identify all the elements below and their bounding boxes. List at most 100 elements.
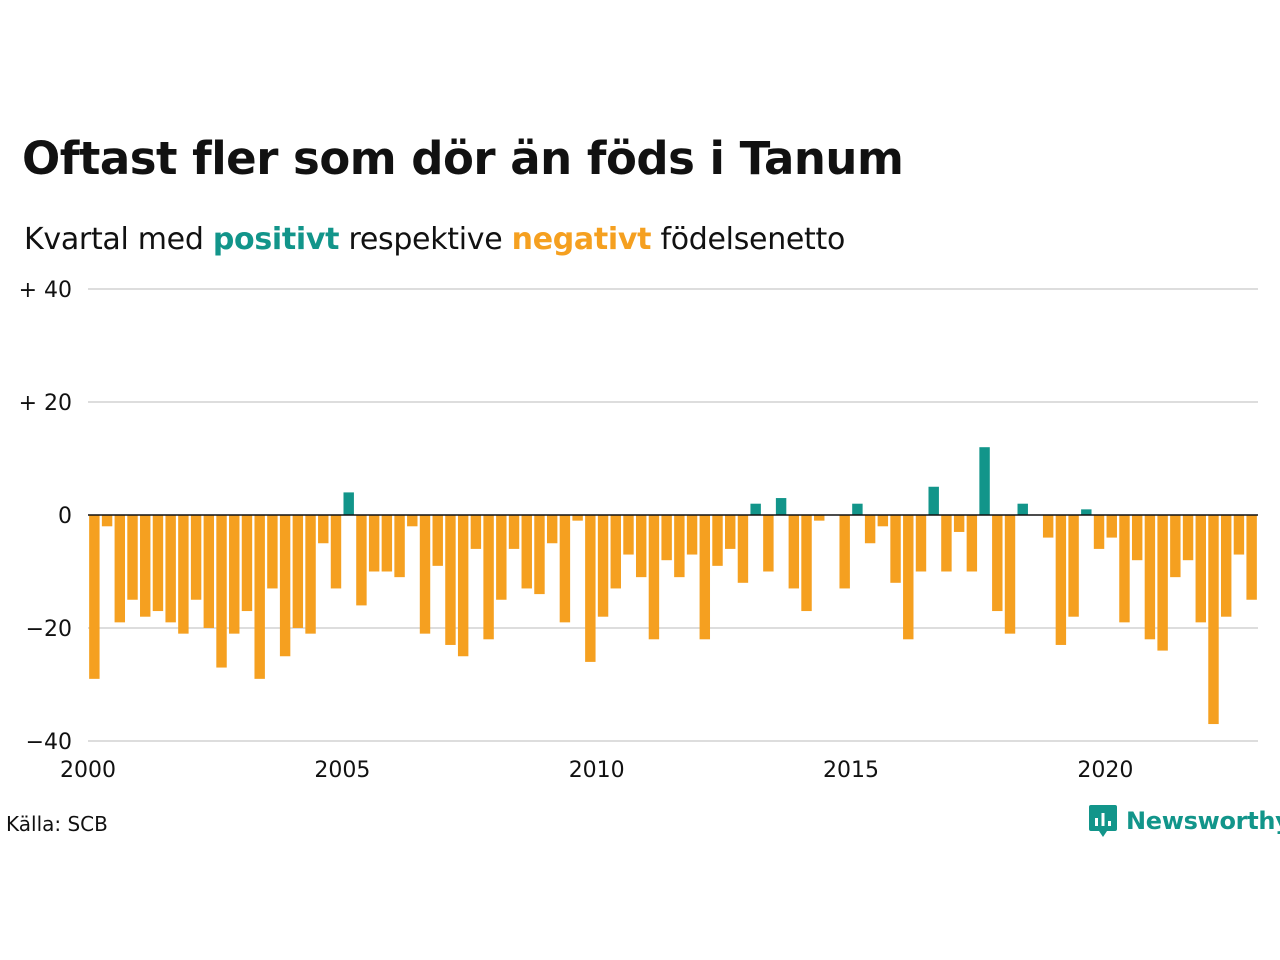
bar	[483, 515, 494, 640]
bar	[864, 515, 876, 544]
bar	[1246, 515, 1257, 600]
x-tick-label: 2020	[1077, 758, 1133, 783]
bar	[979, 447, 990, 515]
bar	[381, 515, 393, 572]
bar	[305, 515, 316, 634]
subtitle-suffix: födelsenetto	[660, 222, 846, 257]
bar	[725, 515, 736, 549]
bar	[419, 515, 431, 634]
bar	[101, 515, 113, 527]
x-tick-label: 2005	[314, 758, 370, 783]
bar	[775, 498, 787, 515]
bar	[699, 515, 711, 640]
bar	[279, 515, 291, 657]
bar	[457, 515, 469, 657]
bar	[1042, 515, 1054, 538]
bar	[318, 515, 329, 544]
bar	[1068, 515, 1079, 617]
bar	[674, 515, 685, 578]
y-tick-label: + 40	[19, 278, 72, 303]
x-tick-label: 2010	[569, 758, 625, 783]
bar	[1004, 515, 1016, 634]
subtitle-negative: negativt	[511, 222, 652, 257]
chart-title: Oftast fler som dör än föds i Tanum	[22, 132, 904, 185]
bar	[89, 515, 100, 679]
bar	[585, 515, 596, 662]
bar	[1093, 515, 1105, 549]
y-tick-label: −20	[26, 617, 72, 642]
bar	[394, 515, 405, 578]
bar	[928, 486, 939, 515]
bar	[903, 515, 914, 640]
bar	[254, 515, 265, 679]
bar	[1157, 515, 1168, 651]
bar	[1233, 515, 1245, 555]
bar	[737, 515, 749, 583]
bar-chart: + 40 + 20 0 −20 −40 2000 2005 2010 2015 2020	[19, 278, 1258, 783]
bar	[496, 515, 507, 600]
subtitle-positive: positivt	[212, 222, 340, 257]
bar	[623, 515, 634, 555]
bar	[635, 515, 647, 578]
bar	[127, 515, 138, 600]
bar	[267, 515, 278, 589]
bar	[750, 503, 761, 515]
bar	[1119, 515, 1130, 623]
chart-subtitle: Kvartal med positivt respektive negativt…	[24, 222, 845, 257]
bar	[648, 515, 660, 640]
bar	[368, 515, 380, 572]
bar	[1220, 515, 1232, 617]
bar	[1081, 509, 1092, 515]
bar	[356, 515, 367, 606]
bar	[190, 515, 202, 600]
y-tick-label: −40	[26, 730, 72, 755]
subtitle-prefix: Kvartal med	[24, 222, 204, 257]
bar	[941, 515, 952, 572]
bar	[343, 492, 354, 515]
y-tick-label: 0	[58, 504, 72, 529]
brand-logo: Newsworthy	[1088, 804, 1280, 838]
bar	[216, 515, 227, 668]
bar	[686, 515, 698, 555]
bar	[1017, 503, 1028, 515]
bar	[572, 515, 583, 521]
bar	[1131, 515, 1143, 561]
bar	[814, 515, 825, 521]
y-tick-label: + 20	[19, 391, 72, 416]
bar	[432, 515, 443, 566]
bar	[521, 515, 532, 589]
bar	[1055, 515, 1067, 645]
bar	[661, 515, 672, 561]
bar	[877, 515, 889, 527]
bar	[1106, 515, 1117, 538]
bar	[241, 515, 253, 612]
x-tick-label: 2000	[60, 758, 116, 783]
bar	[114, 515, 126, 623]
bar	[992, 515, 1003, 612]
bar	[140, 515, 151, 617]
bar	[546, 515, 558, 544]
bar	[445, 515, 456, 645]
bar	[890, 515, 901, 583]
bar	[852, 503, 863, 515]
bar	[508, 515, 520, 549]
brand-name: Newsworthy	[1126, 807, 1280, 835]
bar	[597, 515, 609, 617]
bar	[534, 515, 545, 595]
bar	[470, 515, 482, 549]
bar	[1144, 515, 1156, 640]
bar	[712, 515, 723, 566]
bar	[229, 515, 240, 634]
bar	[801, 515, 812, 612]
bar	[165, 515, 176, 623]
bar	[1195, 515, 1206, 623]
bar	[178, 515, 189, 634]
bar	[610, 515, 621, 589]
bar	[915, 515, 927, 572]
bar	[1170, 515, 1181, 578]
subtitle-middle: respektive	[348, 222, 503, 257]
bar	[152, 515, 164, 612]
bar	[953, 515, 965, 532]
bar	[559, 515, 571, 623]
bar	[763, 515, 774, 572]
